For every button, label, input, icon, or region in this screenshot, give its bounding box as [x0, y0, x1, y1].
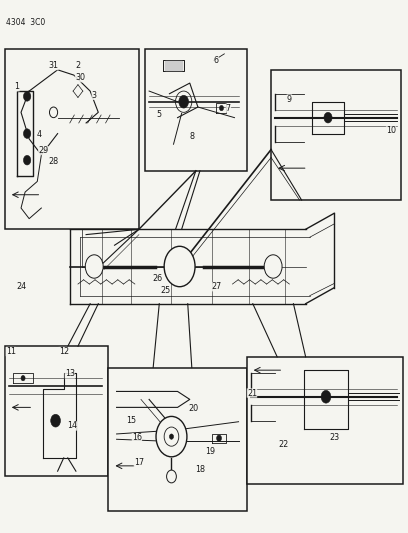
- Text: 11: 11: [6, 347, 16, 356]
- Text: 18: 18: [195, 465, 205, 474]
- Circle shape: [24, 92, 31, 101]
- Circle shape: [169, 434, 173, 439]
- Bar: [145, 49, 247, 171]
- Bar: [247, 357, 403, 484]
- Circle shape: [321, 390, 331, 403]
- Circle shape: [217, 435, 222, 441]
- Circle shape: [51, 414, 60, 427]
- Circle shape: [85, 255, 103, 278]
- Circle shape: [164, 427, 179, 446]
- Circle shape: [179, 95, 188, 108]
- Bar: [5, 346, 109, 477]
- Circle shape: [49, 107, 58, 118]
- Text: 4304  3C0: 4304 3C0: [6, 18, 45, 27]
- Text: 1: 1: [14, 82, 20, 91]
- Bar: [271, 70, 401, 200]
- Circle shape: [324, 112, 332, 123]
- Text: 8: 8: [189, 132, 194, 141]
- Text: 7: 7: [226, 103, 231, 112]
- Text: 5: 5: [157, 110, 162, 119]
- Text: 10: 10: [386, 126, 396, 135]
- Text: 23: 23: [329, 433, 339, 442]
- Bar: [109, 368, 247, 511]
- Text: 2: 2: [75, 61, 80, 70]
- Circle shape: [220, 106, 224, 111]
- Text: 30: 30: [75, 73, 85, 82]
- Text: 27: 27: [211, 282, 221, 291]
- Text: 19: 19: [205, 447, 215, 456]
- Circle shape: [264, 255, 282, 278]
- Text: 12: 12: [59, 347, 69, 356]
- Text: 31: 31: [49, 61, 59, 70]
- Text: 9: 9: [287, 94, 292, 103]
- Text: 13: 13: [65, 369, 75, 378]
- Text: 29: 29: [38, 146, 49, 155]
- Circle shape: [24, 156, 31, 165]
- Text: 3: 3: [92, 91, 97, 100]
- Circle shape: [21, 375, 25, 381]
- Text: 28: 28: [49, 157, 59, 166]
- Polygon shape: [164, 61, 182, 70]
- Circle shape: [24, 129, 31, 139]
- Text: 6: 6: [214, 56, 219, 64]
- Bar: [5, 49, 139, 229]
- Text: 4: 4: [37, 130, 42, 139]
- Text: 15: 15: [126, 416, 137, 425]
- Text: 26: 26: [152, 273, 162, 282]
- Text: 20: 20: [189, 405, 199, 414]
- Text: 24: 24: [16, 282, 26, 291]
- Text: 14: 14: [67, 422, 77, 431]
- Text: 21: 21: [247, 389, 257, 398]
- Text: 22: 22: [278, 440, 288, 449]
- Circle shape: [156, 416, 187, 457]
- Text: 16: 16: [132, 433, 142, 442]
- Circle shape: [164, 246, 195, 287]
- Text: 25: 25: [160, 286, 171, 295]
- Text: 17: 17: [134, 458, 144, 466]
- Circle shape: [166, 470, 176, 483]
